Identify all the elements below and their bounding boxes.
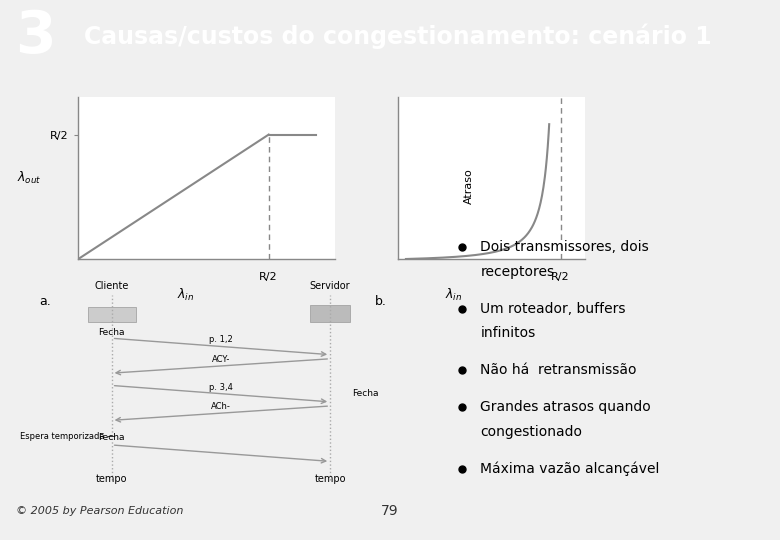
Text: Não há  retransmissão: Não há retransmissão [480, 363, 637, 377]
Bar [310, 306, 349, 322]
Text: $\lambda_{in}$: $\lambda_{in}$ [445, 287, 463, 303]
Text: $\lambda_{in}$: $\lambda_{in}$ [177, 287, 195, 303]
Text: p. 3,4: p. 3,4 [209, 382, 233, 392]
Text: Máxima vazão alcançável: Máxima vazão alcançável [480, 462, 660, 476]
Text: $\lambda_{out}$: $\lambda_{out}$ [17, 170, 41, 186]
Text: © 2005 by Pearson Education: © 2005 by Pearson Education [16, 506, 183, 516]
Text: infinitos: infinitos [480, 326, 536, 340]
Text: R/2: R/2 [260, 272, 278, 282]
Text: tempo: tempo [314, 474, 346, 484]
Text: tempo: tempo [96, 474, 127, 484]
Bar [87, 307, 136, 322]
Text: Fecha: Fecha [98, 433, 125, 442]
Text: receptores: receptores [480, 265, 555, 279]
Text: b.: b. [375, 294, 387, 308]
Text: ACh-: ACh- [211, 402, 231, 411]
Text: ACY-: ACY- [211, 355, 230, 364]
Text: Um roteador, buffers: Um roteador, buffers [480, 302, 626, 316]
Text: Grandes atrasos quando: Grandes atrasos quando [480, 400, 651, 414]
Text: 3: 3 [15, 8, 55, 65]
Text: congestionado: congestionado [480, 425, 583, 439]
Text: p. 1,2: p. 1,2 [209, 335, 232, 345]
Text: 79: 79 [381, 504, 399, 518]
Text: Fecha: Fecha [98, 328, 125, 337]
Text: Cliente: Cliente [94, 281, 129, 291]
Text: Espera temporizada —: Espera temporizada — [20, 432, 115, 441]
Text: Fecha: Fecha [352, 389, 378, 398]
Text: R/2: R/2 [551, 272, 570, 282]
Text: Dois transmissores, dois: Dois transmissores, dois [480, 240, 649, 254]
Text: Atraso: Atraso [464, 168, 474, 204]
Text: Servidor: Servidor [310, 281, 350, 291]
Text: Causas/custos do congestionamento: cenário 1: Causas/custos do congestionamento: cenár… [84, 24, 712, 49]
Text: a.: a. [39, 294, 51, 308]
